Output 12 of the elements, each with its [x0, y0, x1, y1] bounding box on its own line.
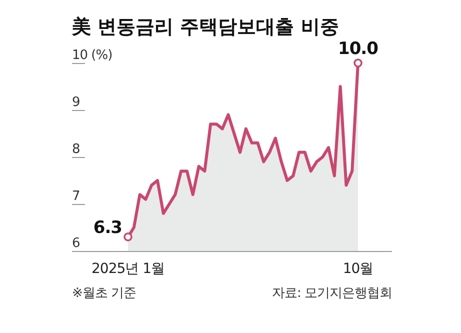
y-tick-label: 7	[72, 189, 80, 204]
text: 자료: 모기지은행협회	[272, 286, 392, 301]
text: ※월초 기준	[72, 286, 137, 301]
annotation: 6.3	[93, 218, 122, 238]
y-tick-label: 10 (%)	[72, 48, 112, 63]
y-tick-label: 9	[72, 95, 80, 110]
x-tick-label: 2025년 1월	[92, 261, 164, 277]
y-tick-label: 8	[72, 142, 80, 157]
chart-title: 美 변동금리 주택담보대출 비중	[71, 16, 339, 38]
annotation: 10.0	[338, 39, 379, 59]
x-tick-label: 10월	[342, 261, 374, 277]
y-tick-label: 6	[72, 236, 80, 251]
